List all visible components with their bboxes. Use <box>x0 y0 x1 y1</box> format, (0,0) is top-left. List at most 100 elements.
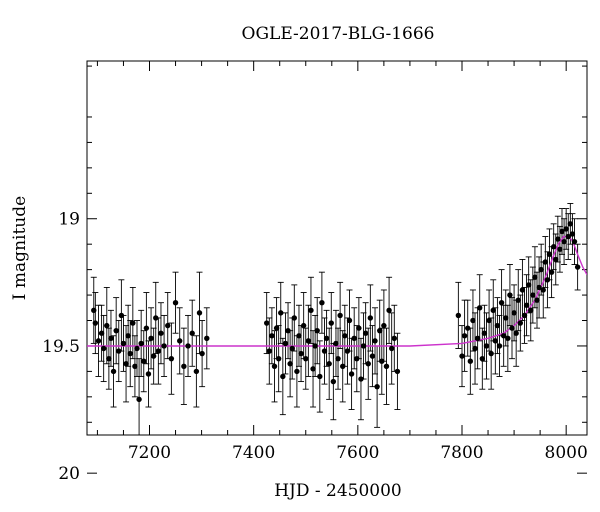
data-point <box>381 322 387 329</box>
data-point <box>563 226 569 232</box>
data-point <box>263 320 270 326</box>
data-point <box>204 335 210 342</box>
data-point <box>519 287 526 293</box>
data-point <box>544 277 551 283</box>
data-point <box>367 315 374 321</box>
data-point <box>333 340 339 347</box>
x-axis-label: HJD - 2450000 <box>274 481 402 501</box>
x-tick-label: 7600 <box>336 443 379 463</box>
data-point <box>199 350 205 357</box>
data-point <box>145 371 152 377</box>
data-point <box>127 350 133 357</box>
data-point <box>303 355 309 362</box>
data-point <box>525 282 532 288</box>
data-point <box>498 300 505 306</box>
chart-title: OGLE-2017-BLG-1666 <box>242 24 435 44</box>
data-point <box>110 368 117 375</box>
data-point <box>158 330 164 336</box>
data-point <box>503 315 509 321</box>
data-point <box>565 233 571 240</box>
data-point <box>569 231 576 237</box>
data-point <box>319 300 325 306</box>
data-point <box>360 343 367 349</box>
data-point <box>474 335 481 342</box>
tick-labels: 7200 7400 7600 7800 8000 19 19.5 20 <box>42 210 588 484</box>
data-point <box>95 338 102 344</box>
data-point <box>344 348 351 354</box>
data-point <box>383 363 390 370</box>
data-point <box>553 256 559 263</box>
data-point <box>275 355 282 362</box>
data-point <box>138 340 144 347</box>
y-tick-label: 19.5 <box>42 337 80 357</box>
data-point <box>165 322 171 329</box>
data-point <box>356 325 362 331</box>
data-point <box>153 315 159 321</box>
data-point <box>116 348 122 354</box>
data-point <box>310 366 316 372</box>
axis-ticks <box>87 61 587 474</box>
data-point <box>513 330 519 336</box>
data-point <box>326 361 332 367</box>
data-point <box>494 322 501 329</box>
data-point <box>472 345 478 352</box>
data-point <box>123 361 129 367</box>
data-point <box>120 340 127 347</box>
data-point <box>550 244 557 250</box>
data-point <box>161 343 167 349</box>
data-point <box>546 251 553 258</box>
data-point <box>108 335 114 342</box>
data-point <box>548 269 555 275</box>
data-point <box>113 327 119 334</box>
data-point <box>571 238 578 245</box>
data-point <box>298 350 304 357</box>
data-point <box>335 355 341 362</box>
plot-frame <box>86 60 588 436</box>
data-point <box>273 325 280 331</box>
data-point <box>559 228 565 235</box>
data-point <box>136 396 142 403</box>
y-tick-label: 20 <box>58 464 80 484</box>
x-tick-label: 7800 <box>440 443 483 463</box>
data-point <box>509 325 515 331</box>
data-point <box>490 307 496 314</box>
data-point <box>98 330 105 336</box>
data-point <box>125 333 131 339</box>
data-point <box>523 302 530 308</box>
data-point <box>172 300 179 306</box>
data-point <box>314 327 320 334</box>
data-point <box>100 345 107 352</box>
data-point <box>467 358 474 364</box>
data-point <box>515 297 521 303</box>
data-point <box>106 355 112 362</box>
data-point <box>287 361 293 367</box>
data-point <box>477 305 483 311</box>
data-point <box>386 307 392 314</box>
data-point <box>185 343 191 349</box>
y-tick-label: 19 <box>58 210 80 230</box>
data-point <box>507 292 513 298</box>
y-axis-label: I magnitude <box>10 196 30 300</box>
data-point <box>465 325 471 331</box>
data-point <box>278 310 284 316</box>
data-point <box>374 383 380 390</box>
data-point <box>155 348 162 354</box>
data-point <box>500 333 507 339</box>
data-point <box>181 363 187 370</box>
data-point <box>372 338 378 344</box>
data-point <box>300 322 307 329</box>
data-point <box>143 325 150 331</box>
data-point <box>538 266 544 273</box>
data-point <box>574 264 581 270</box>
data-point <box>348 371 355 377</box>
data-point <box>308 307 314 314</box>
data-point <box>285 327 291 334</box>
data-point <box>266 348 272 354</box>
data-point <box>130 320 136 326</box>
data-point <box>511 310 517 316</box>
data-points <box>91 221 581 403</box>
data-point <box>189 330 195 336</box>
data-point <box>132 363 138 370</box>
data-point <box>328 320 334 326</box>
data-point <box>561 238 567 245</box>
